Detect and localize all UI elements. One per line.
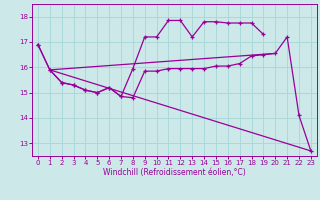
X-axis label: Windchill (Refroidissement éolien,°C): Windchill (Refroidissement éolien,°C) <box>103 168 246 177</box>
